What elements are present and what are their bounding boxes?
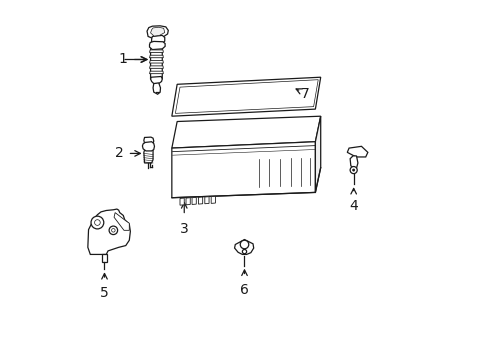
Polygon shape <box>346 146 367 157</box>
Polygon shape <box>114 213 129 230</box>
Polygon shape <box>142 142 154 151</box>
Polygon shape <box>149 60 163 63</box>
Polygon shape <box>153 83 160 94</box>
Polygon shape <box>349 156 357 169</box>
Circle shape <box>109 226 118 235</box>
Polygon shape <box>150 77 162 84</box>
Polygon shape <box>171 77 320 116</box>
Polygon shape <box>151 35 164 45</box>
Polygon shape <box>149 55 163 58</box>
Polygon shape <box>150 47 163 79</box>
Text: 6: 6 <box>240 283 248 297</box>
Polygon shape <box>149 66 163 68</box>
Polygon shape <box>102 255 107 262</box>
Circle shape <box>94 220 100 225</box>
Text: 2: 2 <box>115 147 124 161</box>
Polygon shape <box>171 116 320 148</box>
Circle shape <box>349 167 356 174</box>
Text: 3: 3 <box>180 222 188 236</box>
Polygon shape <box>192 197 196 204</box>
Polygon shape <box>185 198 190 205</box>
Circle shape <box>91 216 103 229</box>
Polygon shape <box>149 41 165 50</box>
Circle shape <box>240 240 248 249</box>
Polygon shape <box>180 198 184 205</box>
Polygon shape <box>149 50 163 53</box>
Polygon shape <box>234 239 253 255</box>
Polygon shape <box>147 26 168 39</box>
Polygon shape <box>315 116 320 192</box>
Polygon shape <box>198 197 202 204</box>
Polygon shape <box>211 196 215 203</box>
Polygon shape <box>88 209 130 255</box>
Polygon shape <box>149 71 163 74</box>
Polygon shape <box>204 197 209 204</box>
Polygon shape <box>143 150 153 163</box>
Circle shape <box>111 229 115 232</box>
Text: 4: 4 <box>348 199 357 213</box>
Polygon shape <box>143 137 153 145</box>
Polygon shape <box>175 80 318 113</box>
Text: 5: 5 <box>100 285 109 300</box>
Circle shape <box>352 169 354 171</box>
Text: 7: 7 <box>301 87 309 101</box>
Polygon shape <box>171 142 315 198</box>
Text: 1: 1 <box>119 53 127 67</box>
Circle shape <box>242 249 246 254</box>
Polygon shape <box>150 27 164 36</box>
